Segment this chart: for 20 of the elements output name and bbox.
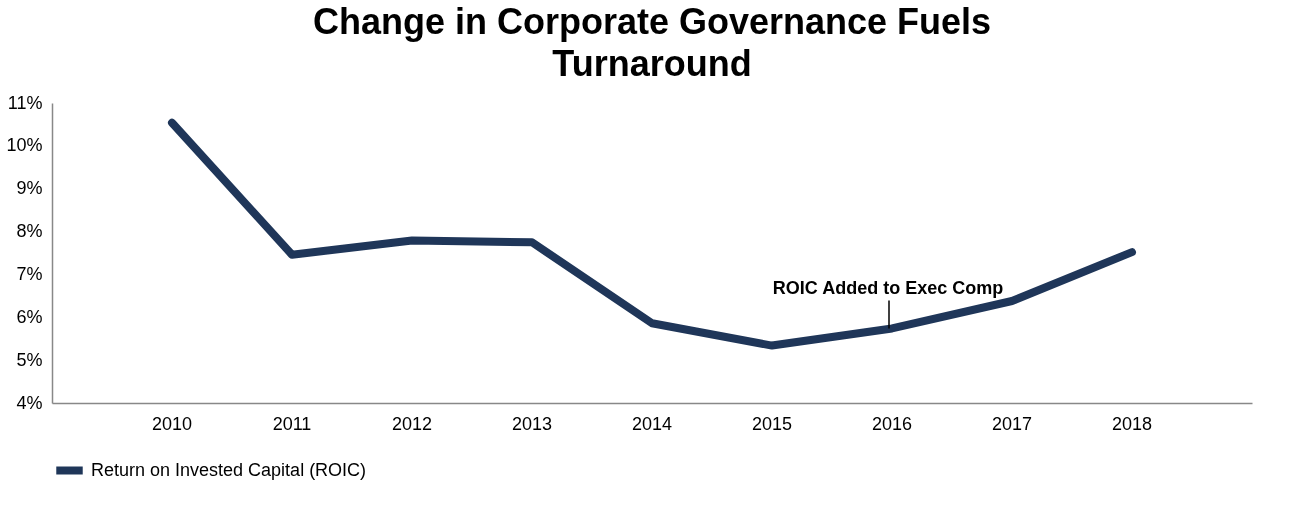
x-tick-label: 2011 <box>272 413 312 434</box>
chart-title: Change in Corporate Governance Fuels Turnaround <box>312 1 992 84</box>
x-tick-label: 2013 <box>511 413 553 434</box>
y-tick-label: 9% <box>16 178 43 199</box>
y-tick-label: 11% <box>7 92 43 113</box>
x-tick-label: 2015 <box>751 413 793 434</box>
y-tick-label: 7% <box>16 263 43 284</box>
x-tick-label: 2016 <box>871 413 913 434</box>
x-tick-label: 2010 <box>151 413 193 434</box>
y-tick-label: 10% <box>6 135 43 156</box>
y-tick-label: 8% <box>16 221 43 242</box>
annotation: ROIC Added to Exec Comp <box>772 278 1004 299</box>
y-tick-label: 4% <box>16 392 43 413</box>
y-tick-label: 5% <box>16 349 43 370</box>
x-tick-label: 2017 <box>991 413 1033 434</box>
x-tick-label: 2012 <box>391 413 433 434</box>
x-tick-label: 2018 <box>1111 413 1153 434</box>
x-tick-label: 2014 <box>631 413 673 434</box>
legend-label: Return on Invested Capital (ROIC) <box>91 459 367 480</box>
y-tick-label: 6% <box>16 306 43 327</box>
